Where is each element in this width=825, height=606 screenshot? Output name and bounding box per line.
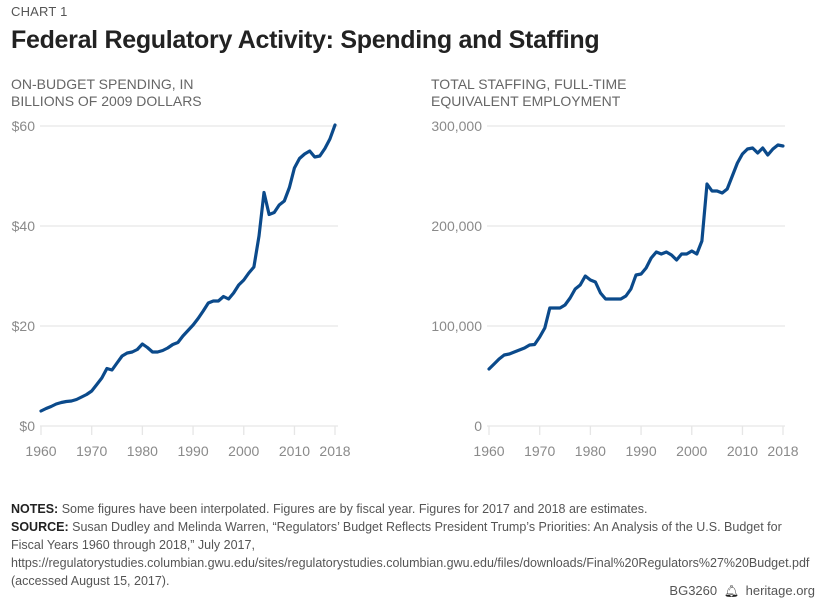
spending-series-line	[39, 123, 337, 413]
notes-line: NOTES: Some figures have been interpolat…	[11, 500, 816, 518]
notes-block: NOTES: Some figures have been interpolat…	[11, 500, 816, 590]
staffing-y-tick-label: 300,000	[431, 118, 482, 134]
staffing-x-tick-label: 1960	[473, 443, 504, 459]
spending-x-tick-label: 1980	[127, 443, 158, 459]
staffing-y-tick-label: 100,000	[431, 318, 482, 334]
right-chart-title-line-1: TOTAL STAFFING, FULL-TIME	[431, 76, 627, 92]
staffing-chart: 0 100,000 200,000 300,000 1960 1970 1980 1990 20…	[431, 118, 798, 459]
source-line: SOURCE: Susan Dudley and Melinda Warren,…	[11, 518, 816, 590]
spending-x-tick-label: 1990	[177, 443, 208, 459]
liberty-bell-icon: 🔔︎	[723, 584, 739, 598]
left-chart-title-line-1: ON-BUDGET SPENDING, IN	[11, 76, 194, 92]
spending-y-tick-label: $40	[12, 218, 36, 234]
left-chart-title: ON-BUDGET SPENDING, IN BILLIONS OF 2009 …	[11, 76, 202, 110]
source-text: Susan Dudley and Melinda Warren, “Regula…	[11, 520, 810, 588]
right-chart-title: TOTAL STAFFING, FULL-TIME EQUIVALENT EMP…	[431, 76, 627, 110]
staffing-x-tick-label: 2018	[767, 443, 798, 459]
staffing-y-tick-label: 0	[474, 418, 482, 434]
spending-y-tick-label: $0	[19, 418, 35, 434]
spending-y-tick-label: $60	[12, 118, 36, 134]
chart-kicker: CHART 1	[11, 4, 68, 19]
right-chart-title-line-2: EQUIVALENT EMPLOYMENT	[431, 93, 621, 109]
staffing-x-tick-label: 2000	[676, 443, 707, 459]
page-title: Federal Regulatory Activity: Spending an…	[11, 26, 600, 54]
report-code: BG3260	[669, 583, 718, 598]
spending-x-tick-label: 2010	[279, 443, 310, 459]
spending-x-tick-label: 2018	[319, 443, 350, 459]
spending-chart: $0 $20 $40 $60 1960 1970 1980 1990 2000 2010 2018	[12, 118, 351, 459]
staffing-x-tick-label: 1970	[524, 443, 555, 459]
footer: BG3260 🔔︎ heritage.org	[669, 583, 815, 598]
site-link[interactable]: heritage.org	[745, 583, 815, 598]
left-chart-title-line-2: BILLIONS OF 2009 DOLLARS	[11, 93, 202, 109]
source-label: SOURCE:	[11, 520, 69, 534]
staffing-x-tick-label: 1990	[625, 443, 656, 459]
spending-y-tick-label: $20	[12, 318, 36, 334]
staffing-x-tick-label: 1980	[575, 443, 606, 459]
spending-x-tick-label: 1960	[25, 443, 56, 459]
staffing-y-tick-label: 200,000	[431, 218, 482, 234]
staffing-x-tick-label: 2010	[727, 443, 758, 459]
notes-text: Some figures have been interpolated. Fig…	[58, 502, 648, 516]
notes-label: NOTES:	[11, 502, 59, 516]
spending-x-tick-label: 2000	[228, 443, 259, 459]
spending-x-tick-label: 1970	[76, 443, 107, 459]
staffing-series-line	[487, 143, 785, 371]
